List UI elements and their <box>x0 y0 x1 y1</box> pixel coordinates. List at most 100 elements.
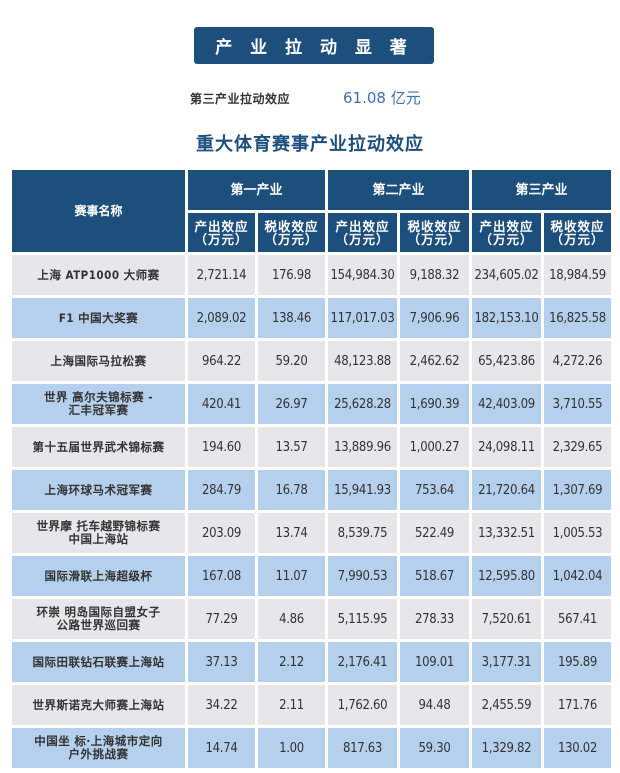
value-cell-tertiary-tax: 130.02 <box>544 728 611 768</box>
value-cell-secondary-tax: 94.48 <box>400 685 469 725</box>
column-header-tertiary-output: 产出效应 （万元） <box>472 213 541 252</box>
value-cell-tertiary-tax: 2,329.65 <box>544 427 611 467</box>
value-cell-secondary-output: 25,628.28 <box>328 384 397 424</box>
column-header-event-name: 赛事名称 <box>12 170 185 252</box>
value-cell-tertiary-output: 42,403.09 <box>472 384 541 424</box>
value-cell-primary-output: 203.09 <box>188 513 255 553</box>
value-cell-secondary-output: 15,941.93 <box>328 470 397 510</box>
column-header-label: 产出效应 <box>194 218 249 234</box>
value-cell-secondary-tax: 1,000.27 <box>400 427 469 467</box>
column-header-primary-tax: 税收效应 （万元） <box>258 213 325 252</box>
value-cell-primary-tax: 13.57 <box>258 427 325 467</box>
value-cell-primary-output: 167.08 <box>188 556 255 596</box>
value-cell-secondary-output: 7,990.53 <box>328 556 397 596</box>
value-cell-tertiary-tax: 1,005.53 <box>544 513 611 553</box>
event-name-cell: F1 中国大奖赛 <box>12 298 185 338</box>
value-cell-secondary-output: 5,115.95 <box>328 599 397 639</box>
value-cell-tertiary-tax: 16,825.58 <box>544 298 611 338</box>
value-cell-primary-tax: 26.97 <box>258 384 325 424</box>
summary-label: 第三产业拉动效应 <box>190 92 291 106</box>
column-header-label: 税收效应 <box>550 218 605 234</box>
event-name-cell: 国际滑联上海超级杯 <box>12 556 185 596</box>
value-cell-secondary-tax: 2,462.62 <box>400 341 469 381</box>
value-cell-primary-output: 964.22 <box>188 341 255 381</box>
value-cell-tertiary-tax: 1,307.69 <box>544 470 611 510</box>
value-cell-tertiary-tax: 171.76 <box>544 685 611 725</box>
value-cell-tertiary-output: 65,423.86 <box>472 341 541 381</box>
value-cell-primary-output: 2,721.14 <box>188 255 255 295</box>
event-name-cell: 世界摩 托车越野锦标赛 中国上海站 <box>12 513 185 553</box>
value-cell-tertiary-output: 3,177.31 <box>472 642 541 682</box>
column-header-unit: （万元） <box>479 231 534 247</box>
value-cell-primary-output: 194.60 <box>188 427 255 467</box>
value-cell-tertiary-output: 2,455.59 <box>472 685 541 725</box>
column-header-label: 产出效应 <box>479 218 534 234</box>
value-cell-secondary-tax: 518.67 <box>400 556 469 596</box>
column-header-unit: （万元） <box>550 231 605 247</box>
value-cell-tertiary-output: 234,605.02 <box>472 255 541 295</box>
value-cell-primary-tax: 1.00 <box>258 728 325 768</box>
value-cell-secondary-tax: 9,188.32 <box>400 255 469 295</box>
column-header-unit: （万元） <box>407 231 462 247</box>
table-row: 世界斯诺克大师赛上海站 34.22 2.11 1,762.60 94.48 2,455.5… <box>12 685 611 725</box>
table-row: 第十五届世界武术锦标赛 194.60 13.57 13,889.96 1,000.27 2… <box>12 427 611 467</box>
value-cell-primary-output: 2,089.02 <box>188 298 255 338</box>
column-group-tertiary: 第三产业 <box>472 170 611 210</box>
value-cell-tertiary-output: 13,332.51 <box>472 513 541 553</box>
value-cell-primary-tax: 2.12 <box>258 642 325 682</box>
table-row: 上海环球马术冠军赛 284.79 16.78 15,941.93 753.64 21,72… <box>12 470 611 510</box>
event-name-line: 中国上海站 <box>68 532 129 546</box>
column-header-secondary-tax: 税收效应 （万元） <box>400 213 469 252</box>
column-header-primary-output: 产出效应 （万元） <box>188 213 255 252</box>
value-cell-primary-output: 284.79 <box>188 470 255 510</box>
value-cell-secondary-output: 48,123.88 <box>328 341 397 381</box>
event-name-line: 国际田联钻石联赛上海站 <box>32 654 165 669</box>
value-cell-primary-tax: 11.07 <box>258 556 325 596</box>
value-cell-tertiary-tax: 3,710.55 <box>544 384 611 424</box>
event-name-line: 上海国际马拉松赛 <box>50 353 147 368</box>
value-cell-primary-tax: 13.74 <box>258 513 325 553</box>
event-name-line: 世界 高尔夫锦标赛 - <box>44 390 153 404</box>
event-name-cell: 中国坐 标·上海城市定向 户外挑战赛 <box>12 728 185 768</box>
value-cell-tertiary-output: 1,329.82 <box>472 728 541 768</box>
column-header-unit: （万元） <box>264 231 319 247</box>
event-name-line: 公路世界巡回赛 <box>56 618 141 632</box>
summary-value: 61.08 亿元 <box>343 89 421 107</box>
value-cell-secondary-output: 1,762.60 <box>328 685 397 725</box>
value-cell-tertiary-tax: 567.41 <box>544 599 611 639</box>
table-row: 国际滑联上海超级杯 167.08 11.07 7,990.53 518.67 12,595… <box>12 556 611 596</box>
table-row: 环崇 明岛国际自盟女子 公路世界巡回赛 77.29 4.86 5,115.95 278.3… <box>12 599 611 639</box>
table-row: 上海 ATP1000 大师赛 2,721.14 176.98 154,984.30 9,… <box>12 255 611 295</box>
value-cell-tertiary-tax: 18,984.59 <box>544 255 611 295</box>
value-cell-secondary-output: 2,176.41 <box>328 642 397 682</box>
value-cell-tertiary-output: 24,098.11 <box>472 427 541 467</box>
value-cell-tertiary-output: 7,520.61 <box>472 599 541 639</box>
header-row-sub: 产出效应 （万元） 税收效应 （万元） 产出效应 （万元） 税收效应 （万元） 产出效应 （万元）… <box>12 213 611 252</box>
column-header-unit: （万元） <box>335 231 390 247</box>
value-cell-primary-output: 14.74 <box>188 728 255 768</box>
section-title-text: 产 业 拉 动 显 著 <box>215 38 413 58</box>
value-cell-primary-output: 420.41 <box>188 384 255 424</box>
event-name-line: F1 中国大奖赛 <box>58 310 139 325</box>
header-row-groups: 赛事名称 第一产业 第二产业 第三产业 <box>12 170 611 252</box>
value-cell-primary-tax: 59.20 <box>258 341 325 381</box>
value-cell-secondary-tax: 753.64 <box>400 470 469 510</box>
event-name-cell: 上海国际马拉松赛 <box>12 341 185 381</box>
value-cell-secondary-output: 8,539.75 <box>328 513 397 553</box>
column-header-tertiary-tax: 税收效应 （万元） <box>544 213 611 252</box>
event-name-line: 世界摩 托车越野锦标赛 <box>36 519 161 533</box>
table-row: F1 中国大奖赛 2,089.02 138.46 117,017.03 7,906.96… <box>12 298 611 338</box>
column-group-primary: 第一产业 <box>188 170 325 210</box>
column-header-secondary-output: 产出效应 （万元） <box>328 213 397 252</box>
value-cell-secondary-output: 154,984.30 <box>328 255 397 295</box>
value-cell-secondary-tax: 278.33 <box>400 599 469 639</box>
column-header-label: 产出效应 <box>335 218 390 234</box>
value-cell-primary-tax: 4.86 <box>258 599 325 639</box>
event-name-line: 户外挑战赛 <box>68 747 129 761</box>
value-cell-primary-output: 77.29 <box>188 599 255 639</box>
table-row: 世界 高尔夫锦标赛 - 汇丰冠军赛 420.41 26.97 25,628.28 1,69… <box>12 384 611 424</box>
impact-table: 赛事名称 第一产业 第二产业 第三产业 产出效应 （万元） 税收效应 （万元） 产出效应… <box>9 167 614 771</box>
value-cell-tertiary-tax: 1,042.04 <box>544 556 611 596</box>
event-name-line: 世界斯诺克大师赛上海站 <box>32 697 165 712</box>
event-name-line: 上海环球马术冠军赛 <box>44 482 153 497</box>
